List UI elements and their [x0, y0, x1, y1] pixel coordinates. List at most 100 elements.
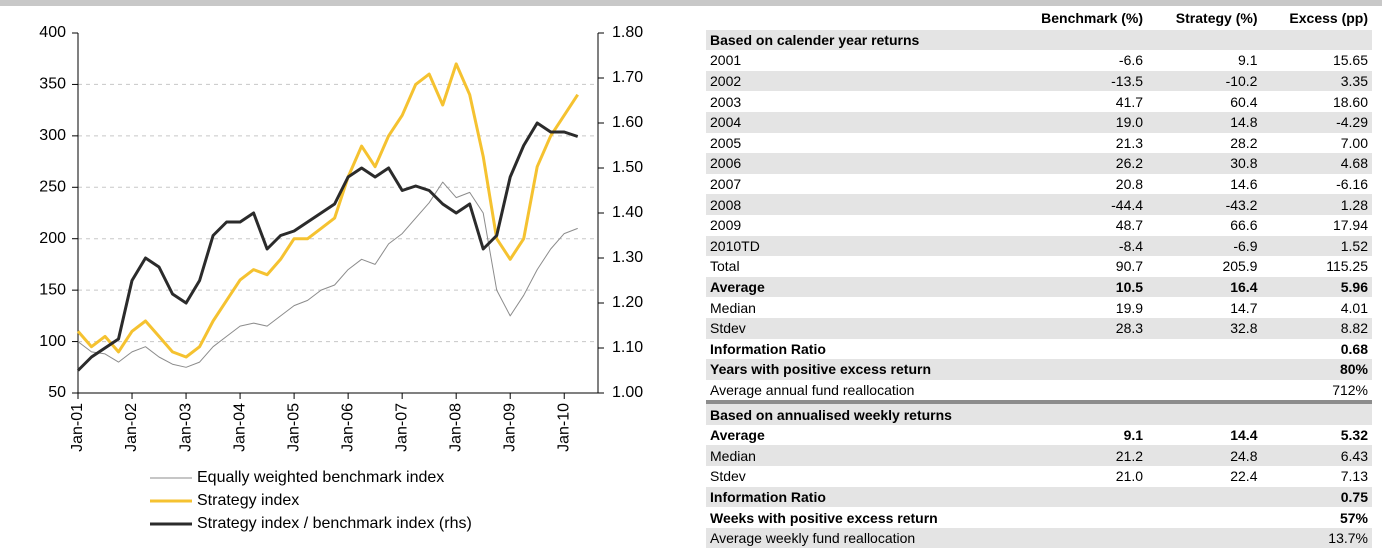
table-row: 2002 -13.5 -10.2 3.35 — [706, 70, 1372, 92]
cell: 60.4 — [1230, 93, 1258, 110]
cell: 21.3 — [1115, 134, 1144, 151]
cell: 0.75 — [1261, 486, 1372, 508]
row-label: Stdev — [706, 317, 1007, 339]
row-label: Total — [710, 258, 740, 275]
cell: 57% — [1339, 509, 1368, 526]
cell: -6.16 — [1336, 176, 1368, 193]
cell: 1.28 — [1261, 194, 1372, 215]
cell: 5.32 — [1340, 427, 1368, 444]
cell: 21.0 — [1115, 468, 1144, 485]
cell: 115.25 — [1326, 258, 1368, 275]
cell: 28.3 — [1006, 317, 1148, 339]
cell: 13.7% — [1261, 527, 1372, 549]
row-label: 2003 — [710, 93, 742, 110]
cell: 4.01 — [1340, 299, 1368, 316]
cell: 7.00 — [1340, 134, 1368, 151]
row-label: Median — [710, 299, 756, 316]
legend-label: Strategy index — [197, 492, 299, 509]
row-label: Weeks with positive excess return — [710, 509, 938, 526]
cell: -8.4 — [1006, 235, 1148, 257]
section-title: Based on annualised weekly returns — [706, 400, 1372, 425]
cell: 14.8 — [1147, 111, 1262, 133]
y2-tick-label: 1.70 — [612, 69, 643, 86]
header-cell — [706, 8, 1007, 30]
y-tick-label: 350 — [39, 76, 66, 93]
cell — [1147, 527, 1262, 549]
cell: 5.96 — [1261, 276, 1372, 298]
y2-tick-label: 1.10 — [612, 339, 643, 356]
table-row: 2004 19.0 14.8 -4.29 — [706, 111, 1372, 133]
cell — [1007, 507, 1147, 528]
cell: -6.9 — [1147, 235, 1262, 257]
x-tick-label: Jan-02 — [123, 403, 140, 452]
cell: 10.5 — [1006, 276, 1148, 298]
cell: 48.7 — [1115, 217, 1144, 234]
series-line — [76, 121, 579, 372]
header-cell: Excess (pp) — [1261, 8, 1372, 30]
row-label: Median — [706, 445, 1007, 467]
row-label: Average — [706, 276, 1007, 298]
cell: 30.8 — [1147, 153, 1262, 174]
series-line — [77, 181, 578, 368]
table-row: Weeks with positive excess return 57% — [706, 507, 1372, 528]
table-row: Information Ratio 0.68 — [706, 339, 1372, 360]
cell: 21.2 — [1006, 445, 1148, 467]
row-label: 2010TD — [706, 235, 1007, 257]
cell — [1147, 486, 1262, 508]
y2-tick-label: 1.50 — [612, 159, 643, 176]
row-label: 2008 — [706, 194, 1007, 215]
cell: 9.1 — [1123, 427, 1144, 444]
cell: 6.43 — [1261, 445, 1372, 467]
cell — [1147, 507, 1261, 528]
cell: 9.1 — [1238, 52, 1258, 69]
y2-tick-label: 1.40 — [612, 204, 643, 221]
y-tick-label: 200 — [39, 230, 66, 247]
cell: 14.7 — [1230, 299, 1258, 316]
y-tick-label: 400 — [39, 24, 66, 41]
table-row: 2007 20.8 14.6 -6.16 — [706, 174, 1372, 195]
row-label: 2005 — [710, 134, 742, 151]
cell: 17.94 — [1332, 217, 1368, 234]
returns-table: Benchmark (%) Strategy (%) Excess (pp) Base… — [706, 8, 1372, 549]
cell: 41.7 — [1115, 93, 1144, 110]
cell: 712% — [1332, 381, 1368, 398]
x-tick-label: Jan-07 — [393, 403, 410, 452]
cell: 80% — [1261, 359, 1372, 380]
y-tick-label: 300 — [39, 127, 66, 144]
cell: 24.8 — [1147, 445, 1262, 467]
x-tick-label: Jan-05 — [285, 403, 302, 452]
table-row: Information Ratio 0.75 — [706, 486, 1372, 508]
table-row: 2006 26.2 30.8 4.68 — [706, 153, 1372, 174]
cell: 0.68 — [1340, 340, 1368, 357]
row-label: Years with positive excess return — [706, 359, 1007, 380]
y2-tick-label: 1.20 — [612, 294, 643, 311]
row-label: 2006 — [706, 153, 1007, 174]
cell: 90.7 — [1115, 258, 1144, 275]
table-row: Average 10.5 16.4 5.96 — [706, 276, 1372, 298]
cell: 26.2 — [1006, 153, 1148, 174]
chart: 50 100 150 200 250 300 350 400 1.00 1.10 1.20 1.30 1… — [39, 24, 643, 532]
table-row: Stdev 21.0 22.4 7.13 — [706, 466, 1372, 487]
x-tick-label: Jan-09 — [501, 403, 518, 452]
row-label: Information Ratio — [710, 340, 826, 357]
row-label: Average — [710, 427, 765, 444]
row-label: Average weekly fund reallocation — [706, 527, 1007, 549]
header-cell: Benchmark (%) — [1006, 8, 1148, 30]
row-label: 2007 — [710, 176, 742, 193]
cell: -10.2 — [1147, 70, 1262, 92]
table-row: Years with positive excess return 80% — [706, 359, 1372, 380]
y-tick-label: 100 — [39, 333, 66, 350]
y2-tick-label: 1.30 — [612, 249, 643, 266]
cell: 4.68 — [1261, 153, 1372, 174]
cell: -44.4 — [1006, 194, 1148, 215]
row-label: 2004 — [706, 111, 1007, 133]
cell: 32.8 — [1147, 317, 1262, 339]
cell — [1006, 359, 1148, 380]
x-tick-label: Jan-06 — [339, 403, 356, 452]
y-tick-label: 250 — [39, 179, 66, 196]
cell: 18.60 — [1332, 93, 1368, 110]
table-row: Stdev 28.3 32.8 8.82 — [706, 317, 1372, 339]
cell — [1147, 359, 1262, 380]
header-row: Benchmark (%) Strategy (%) Excess (pp) — [706, 8, 1372, 30]
